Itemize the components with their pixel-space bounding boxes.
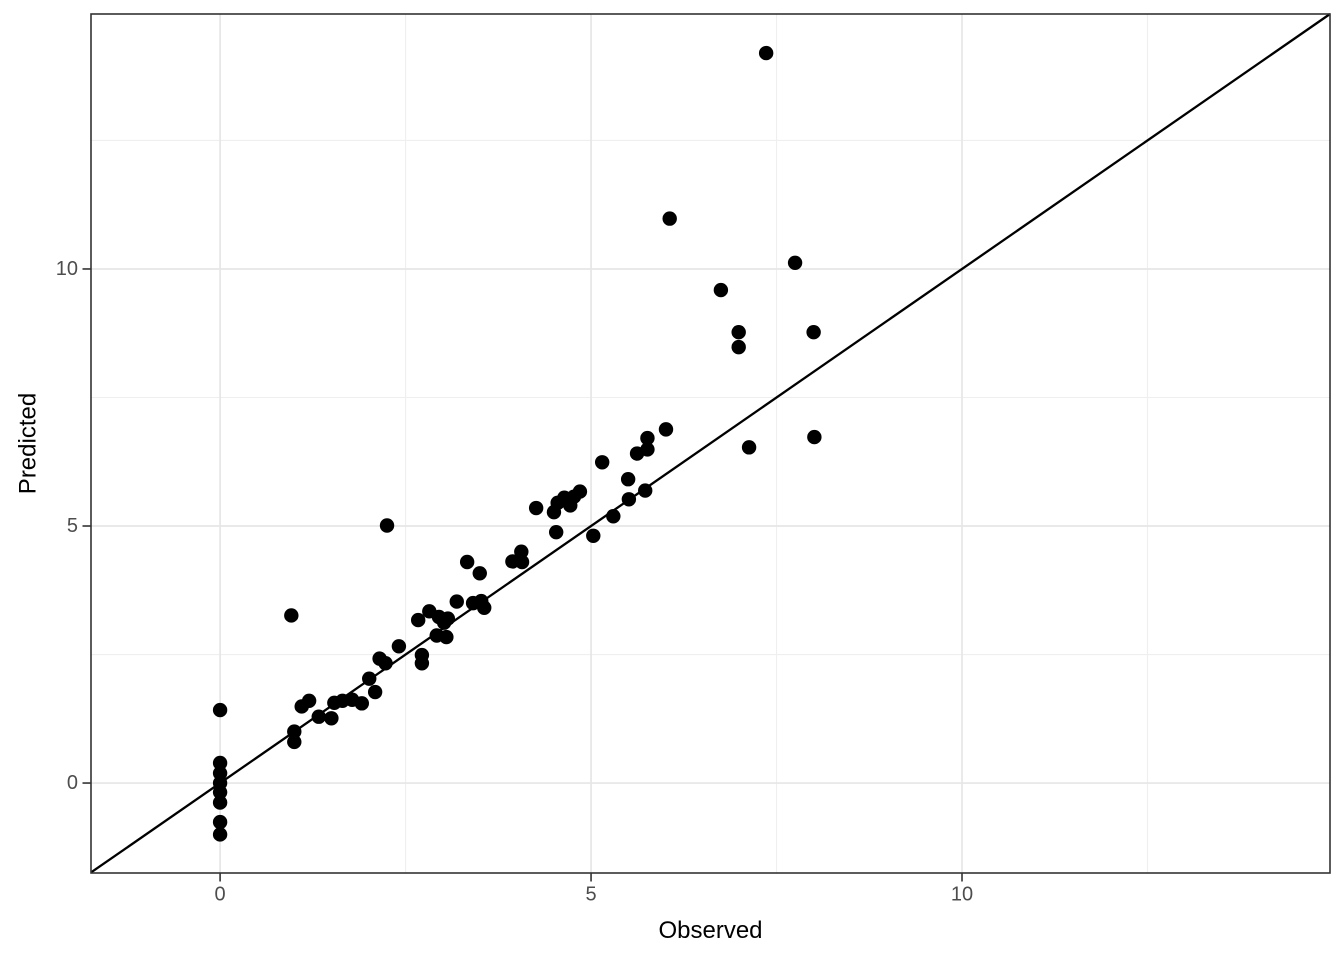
data-point: [758, 45, 774, 61]
data-point: [572, 484, 588, 499]
data-point: [741, 440, 757, 455]
x-tick-label: 0: [215, 884, 226, 906]
data-point: [414, 656, 430, 671]
data-point: [378, 656, 393, 671]
data-point: [528, 500, 544, 516]
data-point: [806, 325, 821, 340]
data-points-layer: [212, 45, 822, 842]
data-point: [440, 611, 456, 626]
data-point: [410, 612, 426, 628]
data-point: [514, 554, 530, 570]
data-point: [548, 524, 564, 540]
x-axis-title: Observed: [658, 917, 762, 944]
data-point: [212, 814, 228, 830]
y-tick-label: 5: [67, 515, 78, 537]
data-point: [586, 528, 601, 543]
data-point: [662, 211, 677, 226]
data-point: [731, 325, 746, 340]
data-point: [472, 566, 487, 581]
data-point: [287, 734, 302, 750]
data-point: [212, 785, 228, 800]
data-point: [621, 492, 637, 507]
data-point: [212, 702, 228, 718]
minor-gridlines: [91, 14, 1330, 873]
panel-border-layer: [90, 13, 1331, 874]
y-tick-label: 0: [67, 772, 78, 794]
data-point: [367, 684, 383, 700]
data-point: [638, 483, 653, 498]
data-point: [324, 711, 339, 726]
x-tick-label: 10: [951, 884, 973, 906]
data-point: [640, 442, 655, 457]
data-point: [620, 472, 636, 487]
data-point: [459, 554, 475, 570]
data-point: [362, 671, 377, 686]
data-point: [731, 339, 746, 355]
data-point: [787, 255, 803, 271]
major-gridlines: [91, 14, 1330, 873]
y-tick-label: 10: [56, 258, 78, 280]
data-point: [301, 693, 317, 708]
data-point: [477, 600, 492, 615]
axis-ticks-layer: [82, 268, 963, 882]
data-point: [284, 608, 299, 623]
data-point: [439, 629, 454, 645]
data-point: [311, 709, 326, 724]
data-point: [713, 282, 729, 298]
data-point: [379, 518, 395, 533]
data-point: [594, 455, 610, 470]
data-point: [658, 422, 674, 437]
data-point: [391, 639, 407, 654]
panel-border: [90, 13, 1331, 874]
data-point: [606, 509, 621, 524]
data-point: [212, 795, 228, 810]
data-point: [212, 755, 228, 771]
y-axis-title: Predicted: [15, 393, 42, 494]
data-point: [449, 594, 464, 609]
data-point: [212, 827, 228, 842]
x-tick-label: 5: [585, 884, 596, 906]
tick-labels-layer: 0 5 10 0 5 10: [56, 258, 973, 906]
data-point: [514, 544, 529, 559]
data-point: [807, 429, 822, 445]
data-point: [354, 696, 369, 711]
data-point: [640, 430, 655, 446]
data-point: [287, 724, 302, 739]
